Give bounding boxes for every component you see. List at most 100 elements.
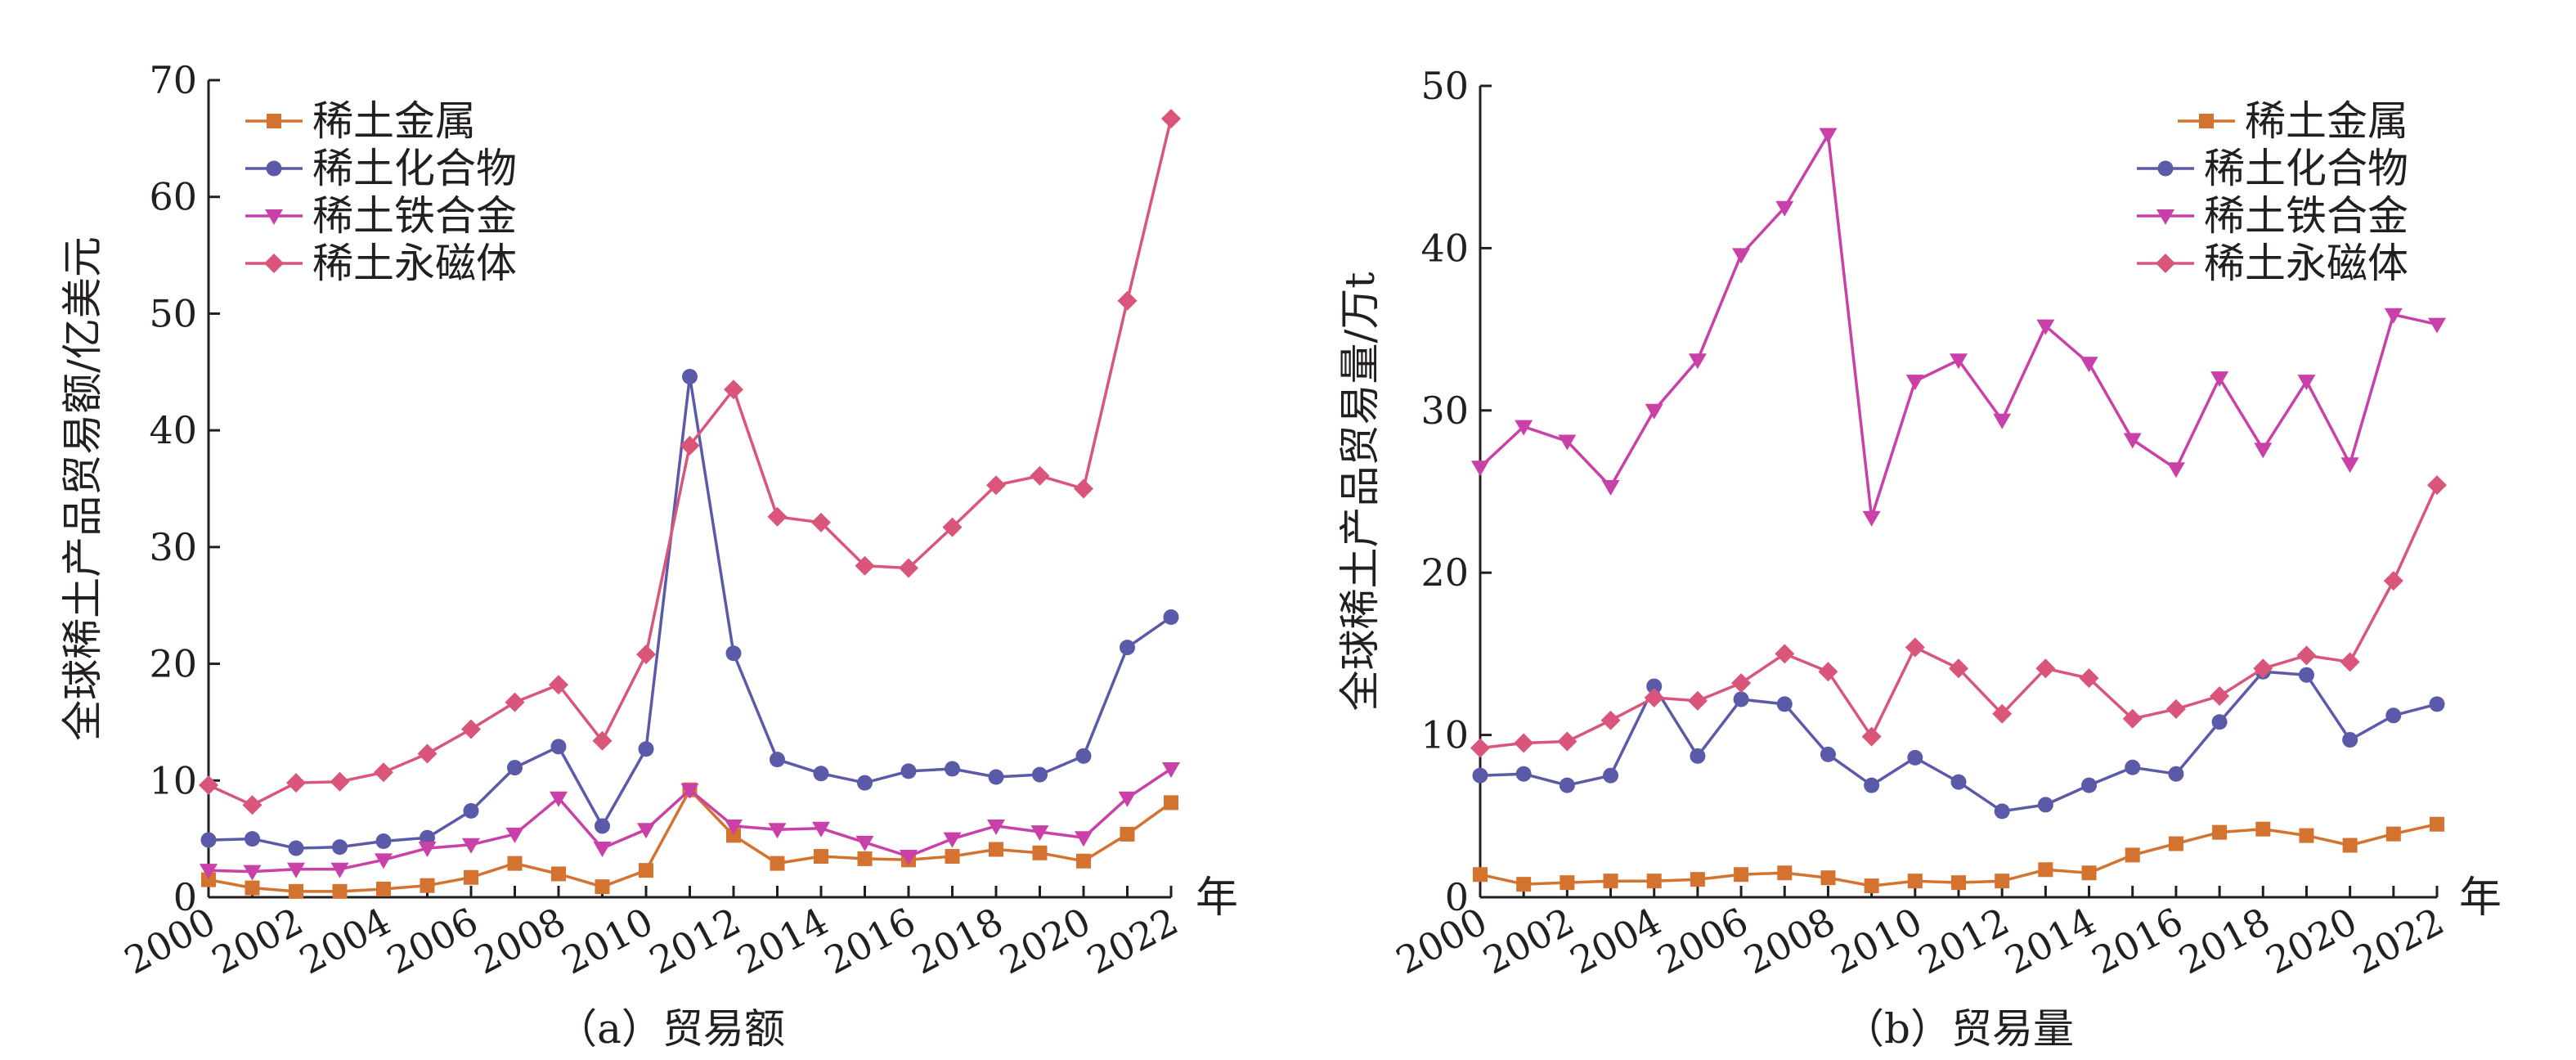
data-point [900, 763, 917, 779]
data-point [464, 869, 478, 885]
data-point [1776, 696, 1793, 712]
data-point [2427, 475, 2447, 496]
legend-swatch-marker [2199, 114, 2214, 128]
data-point [1775, 200, 1794, 217]
data-point [1164, 795, 1178, 811]
series-4 [199, 109, 1181, 815]
data-point [243, 865, 262, 881]
data-point [1950, 353, 1968, 370]
data-point [1995, 874, 2010, 889]
data-point [286, 773, 306, 793]
legend-swatch-marker [266, 160, 282, 177]
data-point [725, 645, 742, 662]
data-point [1731, 673, 1752, 694]
data-point [332, 839, 348, 856]
x-tick-label: 2004 [1563, 899, 1668, 983]
data-point [1515, 766, 1532, 782]
legend-swatch-marker [265, 209, 283, 225]
data-point [1861, 726, 1882, 747]
x-axis-unit: 年 [1196, 874, 1238, 923]
panel-caption: （b）贸易量 [1843, 1005, 2074, 1053]
data-point [1515, 420, 1533, 436]
x-tick-label: 2006 [379, 899, 485, 983]
data-point [1820, 746, 1836, 762]
legend-label: 稀土化合物 [2204, 145, 2408, 192]
data-point [725, 819, 743, 835]
data-point [989, 842, 1003, 857]
x-tick-label: 2010 [1824, 899, 1929, 983]
data-point [1775, 644, 1795, 664]
data-point [637, 823, 655, 839]
x-tick-label: 2022 [1079, 899, 1185, 983]
data-point [724, 380, 743, 400]
data-point [462, 838, 480, 854]
data-point [2080, 357, 2098, 373]
x-axis-unit: 年 [2459, 874, 2502, 923]
data-point [1161, 109, 1181, 129]
data-point [1470, 738, 1490, 758]
data-point [2296, 645, 2317, 666]
series-1 [1473, 816, 2444, 894]
data-point [1644, 687, 1664, 707]
legend-swatch-marker [267, 114, 281, 128]
data-point [768, 823, 787, 839]
data-point [1557, 731, 1577, 752]
data-point [374, 762, 393, 783]
data-point [1950, 774, 1967, 790]
data-point [814, 849, 828, 865]
x-tick-label: 2000 [117, 899, 222, 983]
data-point [200, 864, 218, 880]
data-point [332, 883, 348, 899]
data-point [1076, 853, 1091, 869]
data-point [1864, 777, 1880, 793]
y-axis-title: 全球稀土产品贸易量/万t [1336, 272, 1384, 712]
data-point [2125, 847, 2140, 863]
data-point [2125, 759, 2141, 775]
data-point [770, 856, 785, 871]
data-point [289, 883, 303, 899]
data-point [1032, 766, 1048, 783]
data-point [2212, 824, 2228, 840]
legend-swatch-marker [2156, 254, 2175, 273]
x-tick-label: 2020 [2259, 899, 2364, 983]
data-point [1994, 803, 2010, 820]
data-point [2384, 308, 2403, 324]
data-point [1732, 248, 1751, 264]
data-point [2342, 838, 2358, 853]
data-point [988, 769, 1004, 785]
series-1 [201, 782, 1178, 899]
data-point [420, 878, 435, 893]
data-point [682, 368, 698, 384]
data-point [2037, 797, 2053, 813]
data-point [551, 866, 566, 882]
data-point [2299, 828, 2314, 843]
data-point [1601, 480, 1620, 496]
data-point [549, 675, 568, 695]
data-point [680, 435, 700, 456]
data-point [945, 761, 960, 777]
data-point [2079, 668, 2099, 689]
data-point [507, 856, 523, 871]
legend-label: 稀土铁合金 [312, 192, 517, 240]
x-tick-label: 2018 [2172, 899, 2278, 983]
data-point [2430, 816, 2444, 832]
data-point [200, 832, 217, 848]
data-point [1907, 749, 1923, 766]
data-point [1645, 403, 1663, 420]
x-tick-label: 2008 [467, 899, 572, 983]
data-point [2081, 777, 2098, 793]
data-point [2210, 685, 2230, 706]
legend-label: 稀土永磁体 [2204, 240, 2408, 287]
data-point [1862, 510, 1881, 527]
legend-label: 稀土永磁体 [312, 240, 517, 287]
data-point [636, 645, 656, 665]
data-point [1030, 825, 1049, 842]
y-tick-label: 10 [149, 758, 197, 802]
data-point [770, 752, 785, 768]
data-point [1819, 128, 1838, 144]
data-point [1687, 690, 1708, 711]
data-point [857, 851, 873, 866]
data-point [376, 882, 391, 897]
data-point [1118, 791, 1137, 807]
